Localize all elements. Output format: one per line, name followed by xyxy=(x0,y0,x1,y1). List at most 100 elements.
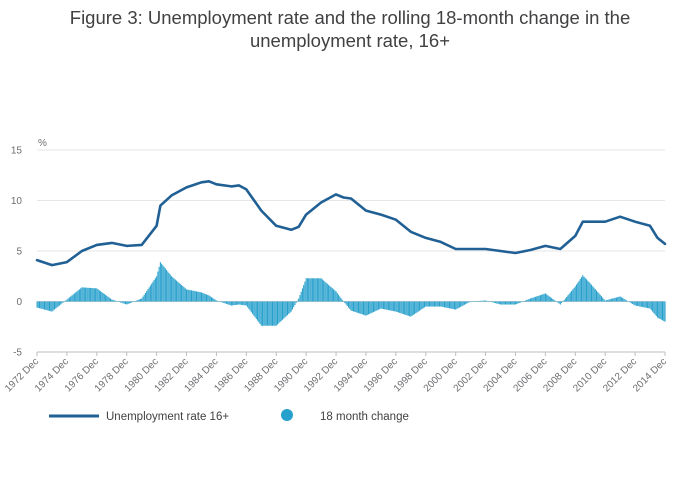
bar xyxy=(267,301,269,326)
bar xyxy=(618,296,620,302)
bar xyxy=(430,301,432,307)
bar xyxy=(421,301,423,310)
bar xyxy=(648,301,650,309)
bar xyxy=(123,301,125,304)
bar xyxy=(214,299,216,302)
bar xyxy=(119,301,122,303)
bar xyxy=(652,301,654,312)
bar xyxy=(660,301,662,320)
bar xyxy=(627,300,629,302)
bar xyxy=(257,301,259,321)
bar xyxy=(188,289,190,302)
bar xyxy=(101,292,103,302)
bar xyxy=(45,301,47,310)
bar xyxy=(637,301,639,307)
bar xyxy=(614,297,616,302)
bar xyxy=(577,282,579,302)
bar xyxy=(519,301,522,303)
bar xyxy=(121,301,123,303)
bar xyxy=(234,301,236,306)
bar xyxy=(561,301,563,304)
bar xyxy=(168,273,170,302)
chart-title-line-2: unemployment rate, 16+ xyxy=(249,30,451,51)
bar xyxy=(356,301,358,313)
bar xyxy=(309,278,311,302)
bar xyxy=(663,301,665,322)
y-tick-label: 0 xyxy=(16,297,22,308)
bar xyxy=(537,295,539,302)
bar xyxy=(587,280,589,302)
bar xyxy=(118,301,120,303)
bar xyxy=(440,301,442,307)
bar xyxy=(178,282,180,302)
bar xyxy=(549,297,551,302)
bar xyxy=(294,301,296,306)
bar xyxy=(547,295,549,302)
bar xyxy=(304,281,306,302)
bar xyxy=(274,301,276,326)
bar xyxy=(173,278,175,302)
bar xyxy=(268,301,270,326)
bar xyxy=(528,298,530,302)
bar xyxy=(468,301,470,303)
bar xyxy=(442,301,444,308)
bar xyxy=(349,301,351,310)
bar xyxy=(461,301,463,307)
bar xyxy=(592,286,594,302)
bar xyxy=(152,281,154,302)
bar xyxy=(588,281,590,302)
bar xyxy=(233,301,235,306)
bar xyxy=(213,298,215,302)
bar xyxy=(426,301,428,307)
bar xyxy=(629,301,631,303)
bar xyxy=(553,299,555,302)
bar xyxy=(151,283,153,302)
bar xyxy=(382,301,384,310)
bar xyxy=(91,288,93,302)
bar xyxy=(613,298,615,302)
bar xyxy=(632,301,634,305)
bar xyxy=(379,301,381,310)
bar xyxy=(538,295,540,302)
bar xyxy=(369,301,371,314)
bar xyxy=(283,301,285,319)
bar xyxy=(507,301,509,305)
bar xyxy=(384,301,386,310)
bar xyxy=(612,298,614,302)
bar xyxy=(56,301,58,308)
bar xyxy=(370,301,372,314)
bar xyxy=(225,301,227,304)
bar xyxy=(318,278,320,302)
bar xyxy=(333,289,335,302)
bar xyxy=(589,283,591,302)
bar xyxy=(291,301,293,310)
bar xyxy=(541,294,543,302)
bar xyxy=(336,293,338,302)
bar xyxy=(280,301,282,322)
bar xyxy=(536,296,538,302)
bar xyxy=(415,301,417,314)
bar xyxy=(87,287,89,302)
bar xyxy=(224,301,226,304)
bar xyxy=(590,284,593,302)
bar xyxy=(619,296,621,302)
bar xyxy=(441,301,443,307)
bar xyxy=(310,278,312,302)
bar xyxy=(653,301,655,314)
bar xyxy=(346,301,348,307)
bar xyxy=(328,284,330,302)
bar xyxy=(232,301,234,306)
bar xyxy=(482,300,484,302)
bar xyxy=(77,290,79,302)
bar xyxy=(620,297,622,302)
bar xyxy=(506,301,508,305)
bar xyxy=(417,301,419,312)
bar xyxy=(161,263,163,302)
bar xyxy=(80,288,82,302)
bar xyxy=(249,301,251,311)
bar xyxy=(235,301,237,305)
bar xyxy=(162,265,164,302)
bar xyxy=(500,301,502,305)
bar xyxy=(458,301,460,308)
bar xyxy=(260,301,262,326)
